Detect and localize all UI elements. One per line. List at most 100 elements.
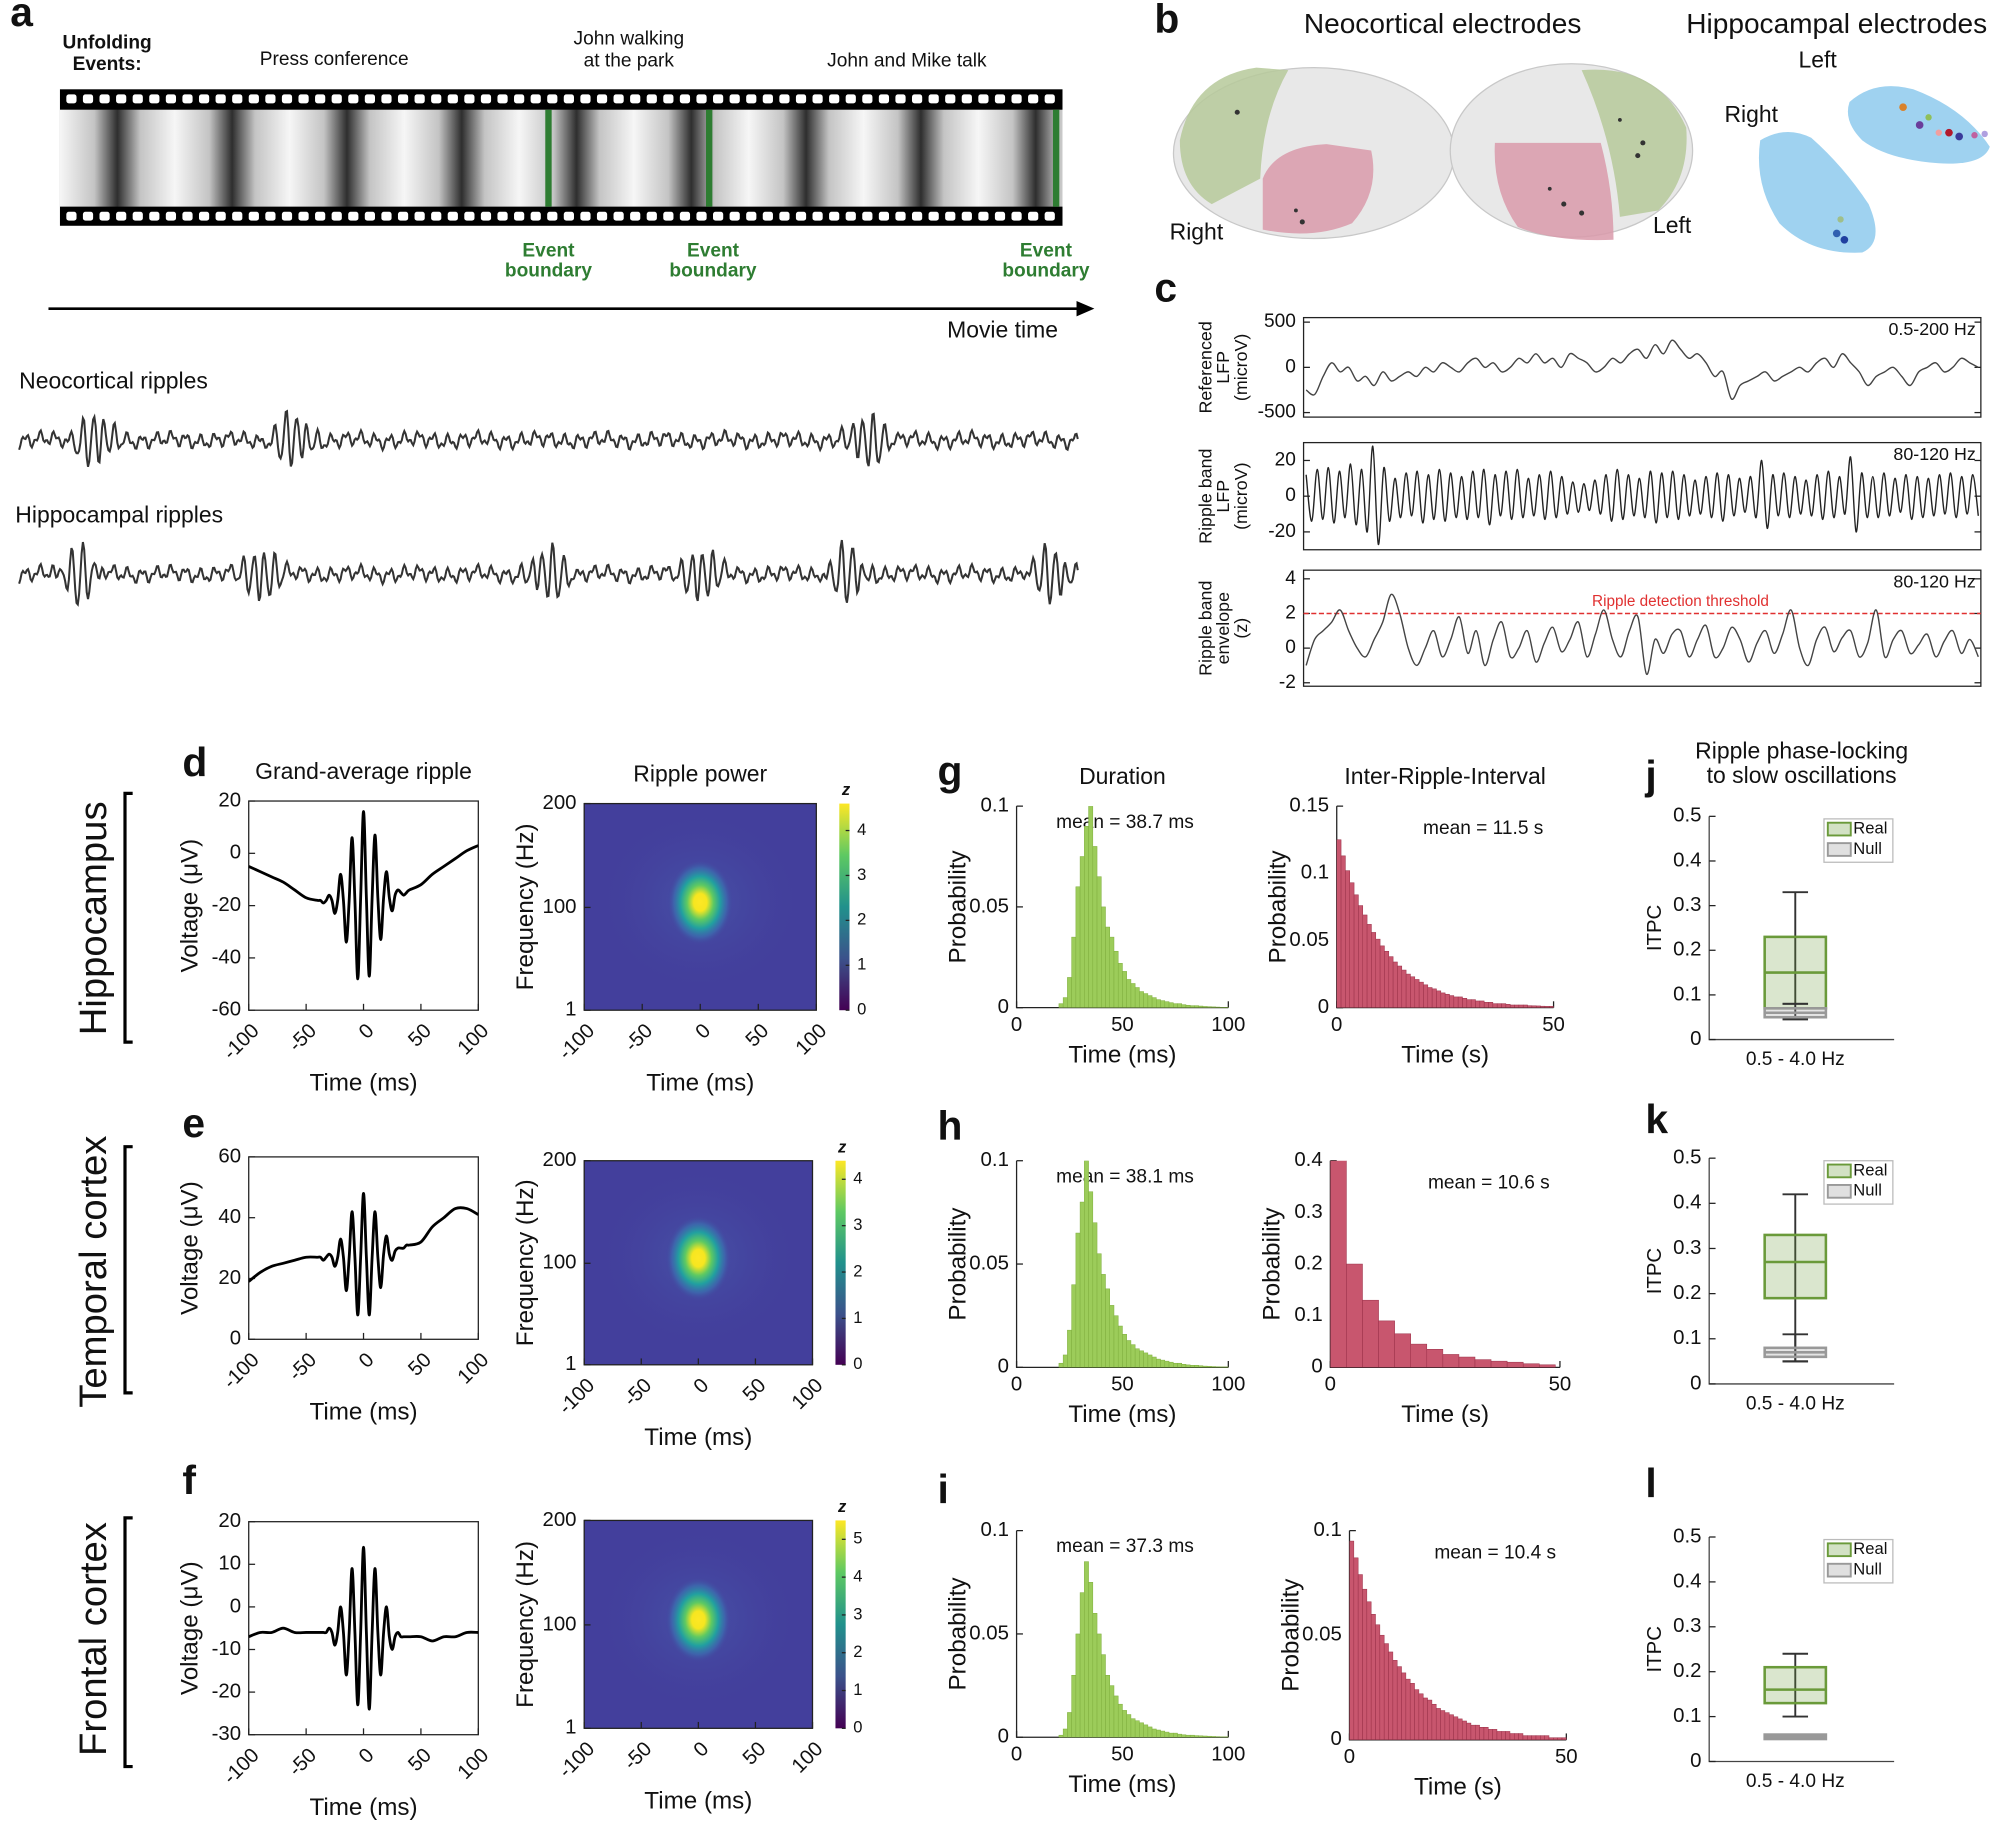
bar [1357,1574,1363,1740]
bar [1202,1006,1208,1008]
row-label: Frontal cortex [72,1522,115,1756]
x-tick-label: 50 [742,1020,774,1052]
bar [1206,1006,1212,1008]
colorbar [835,1160,846,1365]
y-tick-label: 0 [1311,1356,1322,1378]
x-axis-label: Time (ms) [309,1070,417,1097]
y-tick-label: 20 [218,1267,241,1289]
sprocket-hole [679,94,691,104]
panel-letter: d [182,739,207,785]
bar [1392,1660,1398,1740]
sprocket-hole [945,211,956,221]
y-axis-label: Voltage (μV) [177,1181,204,1315]
bar [1143,993,1149,1008]
sprocket-hole [497,211,508,221]
legend-label: Null [1853,1560,1882,1579]
y-tick-label: 1 [565,999,576,1021]
bar [1362,1299,1379,1368]
panel-title: Neocortical electrodes [1304,8,1581,39]
bar [1514,1733,1519,1740]
bar [1522,1004,1528,1008]
sprocket-hole [696,94,707,104]
bar [1151,1728,1157,1738]
view-label: Right [1170,218,1224,244]
x-axis-label: Time (ms) [309,1794,417,1821]
sprocket-hole [746,211,757,221]
y-axis-label: LFP [1213,480,1233,513]
bar [1185,1734,1191,1738]
y-tick-label: 0.3 [1673,894,1701,916]
bar [1527,1005,1533,1008]
sprocket-hole [580,211,591,221]
sprocket-hole [497,94,508,104]
x-tick-label: 0.5 - 4.0 Hz [1746,1771,1845,1792]
sprocket-hole [630,211,641,221]
bar [1488,1002,1494,1008]
legend-box [1823,1160,1894,1205]
bar [1501,1731,1506,1740]
colorbar-tick-label: 4 [853,1169,862,1188]
bar [1113,950,1119,1008]
y-tick-label: -30 [212,1723,241,1745]
bar [1462,998,1468,1008]
bar [1215,1006,1221,1008]
bar [1362,914,1368,1008]
sprocket-hole [447,211,458,221]
bar [1211,1366,1216,1368]
bar [1544,1735,1550,1740]
sprocket-hole [82,94,94,104]
sprocket-hole [1028,94,1039,104]
bar [1557,1737,1563,1740]
x-tick-label: -50 [285,1744,321,1780]
sprocket-hole [630,94,641,104]
colorbar-tick-label: 0 [853,1354,862,1373]
y-axis-label: Ripple band [1195,449,1215,544]
row-label: Hippocampus [72,801,115,1035]
sprocket-hole [779,94,790,104]
sprocket-hole [596,94,608,104]
bar [1505,1004,1511,1008]
bar [1366,1601,1372,1740]
bar [1062,1728,1068,1738]
frame [248,1156,479,1340]
x-tick-label: 50 [1111,1744,1134,1766]
bar [1117,1703,1123,1738]
bar [1164,1001,1170,1008]
x-tick-label: 100 [454,1349,494,1389]
chart-title: Duration [1079,763,1166,789]
y-axis-label: ITPC [1644,1626,1666,1672]
y-tick-label: 500 [1264,311,1296,332]
bar [1130,1344,1136,1368]
bar [1126,1714,1132,1738]
bar [1553,1737,1558,1740]
legend-label: Null [1853,839,1882,858]
chart-line: 0 20 40 60 -100 -50 0 50 100 Time (ms) Voltage (μV… [177,1145,494,1425]
bar [1071,1675,1077,1738]
bar [1522,1363,1540,1368]
x-tick-label: -100 [219,1020,263,1064]
bar [1168,1361,1174,1368]
sprocket-hole [331,211,342,221]
x-tick-label: 0 [1011,1744,1022,1766]
sprocket-hole [779,211,790,221]
bar [1134,987,1140,1008]
x-axis-label: Time (ms) [1068,1401,1176,1428]
bars [1349,1540,1567,1740]
chart-box: 0 0.1 0.2 0.3 0.4 0.5 ITPC 0.5 - 4.0 Hz Real Null [1644,1525,1895,1792]
y-tick-label: 200 [542,1149,576,1171]
sprocket-hole [298,94,309,104]
sprocket-hole [1011,211,1022,221]
hippocampal-electrodes [1832,103,1988,244]
sprocket-hole [580,94,591,104]
bar [1202,1365,1208,1368]
bar [1147,1354,1153,1368]
bar [1206,1366,1212,1368]
bar [1531,1005,1537,1008]
sprocket-hole [99,211,110,221]
bar [1427,987,1433,1008]
y-tick-label: 0.1 [1294,1304,1322,1326]
bar [1058,1734,1064,1738]
